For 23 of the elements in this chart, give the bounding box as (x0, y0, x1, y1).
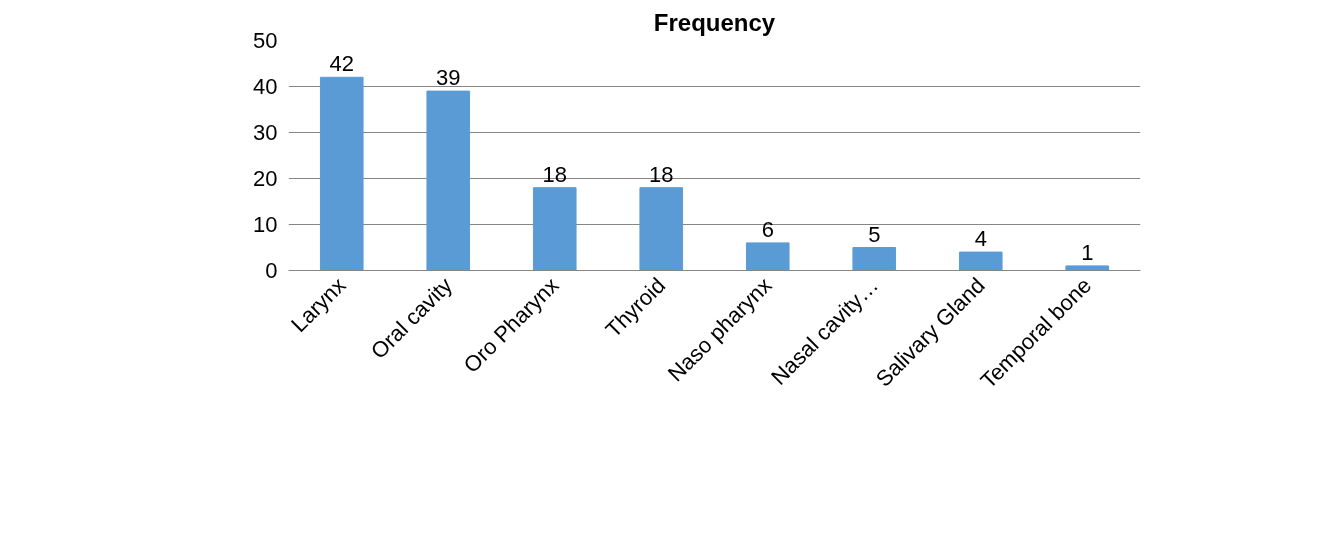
y-tick-label: 40 (253, 74, 278, 99)
bar (426, 90, 471, 271)
y-tick-label: 0 (265, 258, 278, 283)
y-tick-label: 50 (253, 28, 278, 53)
y-tick-label: 20 (253, 166, 278, 191)
data-label: 18 (542, 161, 567, 187)
bar (852, 247, 897, 271)
data-label: 39 (436, 65, 461, 91)
data-label: 18 (649, 161, 674, 187)
y-tick-label: 10 (253, 212, 278, 237)
bar (958, 251, 1003, 271)
data-label: 42 (329, 51, 354, 77)
data-label: 6 (761, 216, 774, 242)
bar (1065, 265, 1110, 271)
data-label: 1 (1081, 239, 1094, 265)
data-label: 5 (868, 221, 881, 247)
bar (319, 76, 364, 271)
y-tick-label: 30 (253, 120, 278, 145)
bar (532, 187, 577, 271)
bar (639, 187, 684, 271)
bar (745, 242, 790, 271)
data-label: 4 (974, 226, 987, 252)
chart-title: Frequency (653, 8, 776, 36)
